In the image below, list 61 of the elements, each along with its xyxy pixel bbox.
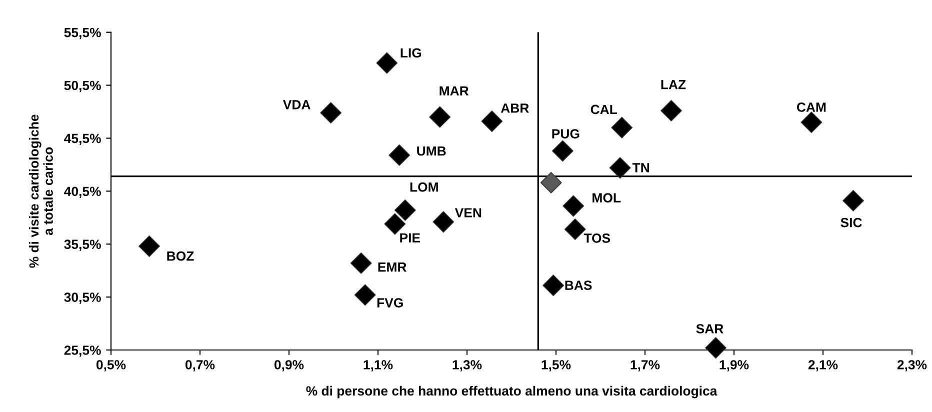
y-tick-label: 55,5% (64, 28, 101, 40)
x-tick-label: 1,1% (364, 360, 393, 372)
annotation: TN (632, 163, 649, 172)
x-tick-label: 1,7% (630, 360, 660, 372)
x-tick-label: 1,3% (452, 360, 482, 372)
annotation: PIE (400, 233, 420, 242)
annotation: EMR (378, 262, 406, 272)
annotation: FVG (377, 298, 403, 308)
point (540, 172, 562, 194)
point (609, 157, 631, 179)
annotation: LOM (410, 182, 438, 192)
point (388, 144, 410, 166)
annotation: SIC (840, 218, 862, 228)
x-tick-label: 0,9% (274, 360, 304, 372)
annotation: ABR (500, 104, 529, 113)
annotation: LAZ (661, 80, 686, 90)
point (138, 236, 160, 257)
point (552, 140, 574, 162)
y-tick-label: 25,5% (64, 346, 101, 357)
annotation: TOS (584, 233, 610, 243)
point (842, 190, 864, 212)
point (429, 106, 451, 128)
point (354, 284, 376, 306)
y-tick-label: 45,5% (64, 134, 101, 146)
point (660, 100, 682, 122)
y-tick-label: 40,5% (64, 186, 101, 198)
annotation: VEN (454, 208, 482, 218)
point (481, 110, 503, 132)
annotation: VDA (282, 100, 310, 110)
annotation: MOL (592, 193, 621, 203)
x-tick-label: 1,9% (720, 360, 749, 372)
annotation: MAR (440, 86, 469, 96)
annotation: PUG (552, 129, 580, 138)
y-tick-label: 35,5% (64, 240, 101, 251)
point (384, 213, 406, 235)
annotation: CAL (590, 104, 618, 114)
annotation: SAR (696, 324, 724, 334)
x-tick-label: 2,3% (897, 360, 927, 372)
annotation: CAM (796, 102, 826, 112)
annotation: LIG (400, 48, 422, 58)
x-tick-label: 1,5% (542, 360, 571, 372)
point (432, 211, 454, 233)
point (705, 337, 726, 359)
y-tick-label: 50,5% (64, 80, 101, 92)
x-tick-label: 2,1% (808, 360, 838, 372)
x-tick-label: 0,7% (185, 360, 215, 372)
point (320, 102, 342, 124)
x-tick-label: 0,5% (96, 360, 126, 372)
point (562, 195, 584, 217)
x-axis-title: % di persone che hanno effettuato almeno una visita cardiologica (306, 386, 718, 398)
point (394, 199, 416, 221)
point (542, 274, 564, 296)
y-axis-title: % di visite cardiologiche a totale carico (28, 114, 53, 268)
annotation: BAS (565, 280, 592, 290)
annotation: BOZ (167, 251, 194, 261)
point (376, 52, 398, 74)
point (611, 116, 633, 138)
point (350, 252, 372, 274)
annotation: UMB (417, 146, 446, 156)
y-tick-label: 30,5% (64, 292, 101, 304)
point (800, 112, 822, 134)
